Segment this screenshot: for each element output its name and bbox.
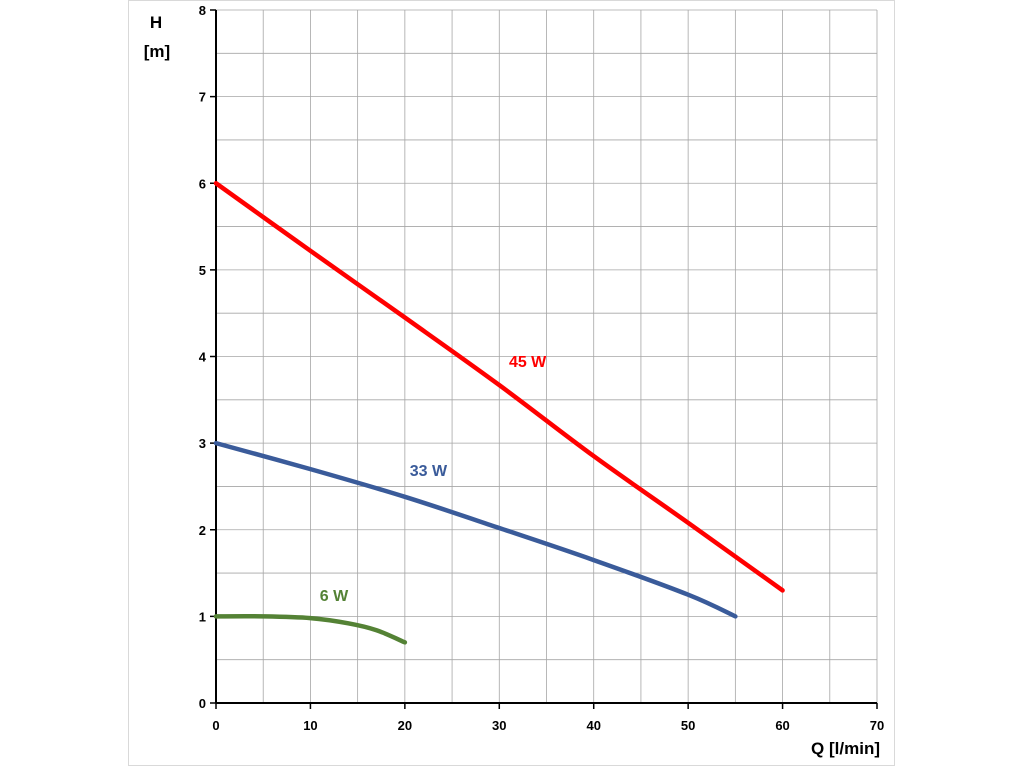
x-tick-label: 40	[586, 718, 600, 733]
y-tick-label: 3	[199, 436, 206, 451]
series-labels: 45 W 33 W 6 W	[320, 354, 547, 605]
x-tick-label: 70	[870, 718, 884, 733]
y-axis-title-line-2: [m]	[144, 42, 170, 61]
chart-frame	[128, 0, 895, 766]
series-line-45-w	[213, 181, 785, 593]
y-tick-label: 8	[199, 3, 206, 18]
y-tick-label: 2	[199, 523, 206, 538]
axes	[210, 9, 878, 709]
y-tick-label: 7	[199, 90, 206, 105]
y-tick-label: 4	[199, 350, 207, 365]
x-tick-label: 50	[681, 718, 695, 733]
x-tick-label: 0	[212, 718, 219, 733]
y-tick-label: 1	[199, 609, 206, 624]
tick-labels: 0 1 2 3 4 5 6 7 8 0 10 20 30 40 50 60 70	[199, 3, 884, 733]
x-axis-title: Q [l/min]	[811, 739, 880, 758]
series-label-45-w: 45 W	[509, 354, 547, 371]
y-axis-title-line-1: H	[150, 13, 162, 32]
series-lines	[213, 181, 785, 645]
y-tick-label: 0	[199, 696, 206, 711]
grid-lines	[216, 9, 878, 703]
y-tick-label: 5	[199, 263, 206, 278]
series-line-33-w	[213, 440, 738, 619]
x-tick-label: 30	[492, 718, 506, 733]
series-label-33-w: 33 W	[410, 463, 448, 480]
x-tick-label: 20	[398, 718, 412, 733]
x-tick-label: 60	[775, 718, 789, 733]
series-label-6-w: 6 W	[320, 588, 349, 605]
x-tick-label: 10	[303, 718, 317, 733]
y-tick-label: 6	[199, 176, 206, 191]
series-line-6-w	[213, 613, 408, 645]
